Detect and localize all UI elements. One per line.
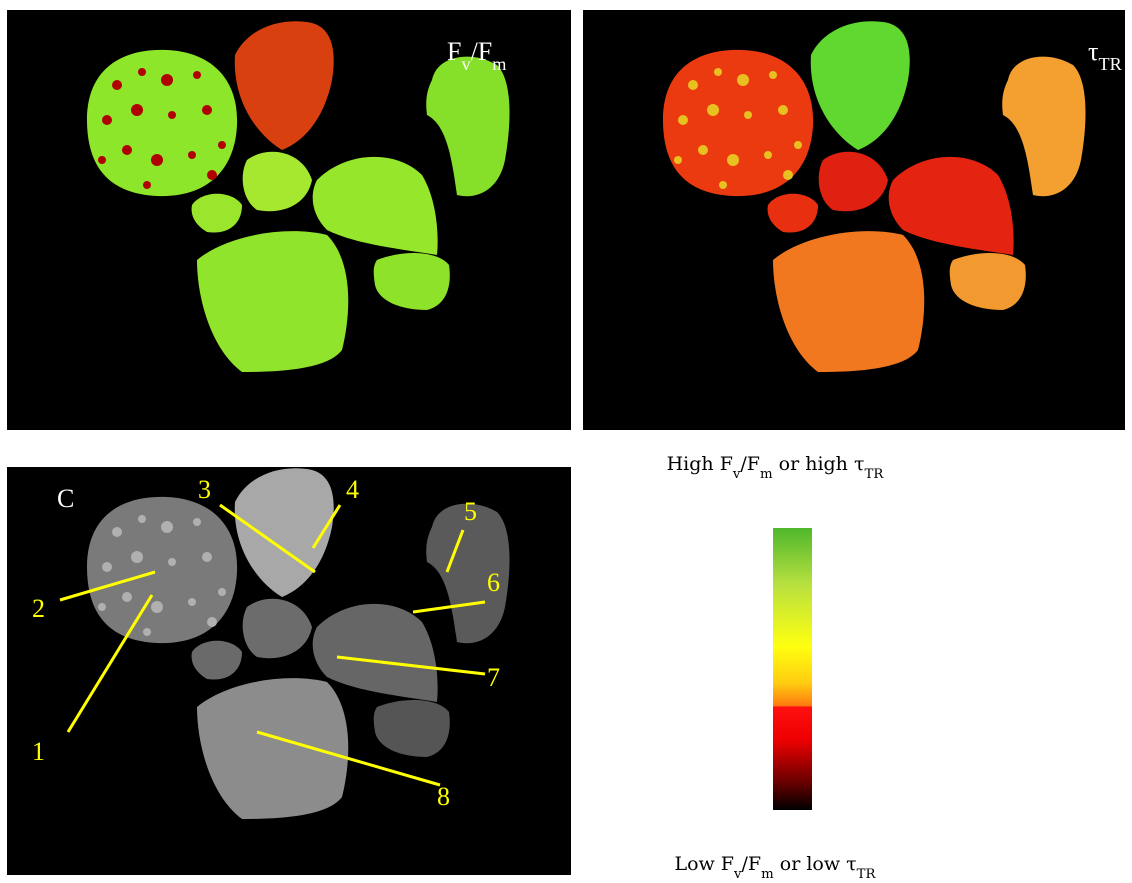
marker-number: 6 <box>487 568 500 597</box>
text-run: F <box>447 37 461 66</box>
subscript: TR <box>857 867 877 882</box>
panel-label: C <box>57 484 74 513</box>
subscript: m <box>760 467 773 482</box>
subscript: m <box>492 54 506 74</box>
panel-label: B <box>633 27 650 56</box>
marker-number: 8 <box>437 782 450 811</box>
marker-number: 5 <box>464 497 477 526</box>
panel-a: A Fv/Fm <box>7 10 571 430</box>
text-run: /F <box>742 853 762 875</box>
panel-b: B τTR <box>583 10 1125 430</box>
marker-number: 3 <box>198 475 211 504</box>
marker-number: 1 <box>32 737 45 766</box>
text-run: /F <box>471 37 493 66</box>
colorbar <box>773 528 812 810</box>
text-run: or high τ <box>773 453 865 475</box>
marker-number: 2 <box>32 594 45 623</box>
subscript: m <box>761 867 774 882</box>
panel-label: A <box>37 27 56 56</box>
colorbar-low-label: Low Fv/Fm or low τTR <box>674 853 876 882</box>
subscript: TR <box>1098 54 1122 74</box>
subscript: TR <box>864 467 884 482</box>
marker-number: 7 <box>487 663 500 692</box>
text-run: High F <box>667 453 733 475</box>
marker-number: 4 <box>346 475 359 504</box>
figure: A Fv/Fm B τTR C 1 2 3 4 <box>0 0 1132 883</box>
text-run: or low τ <box>774 853 857 875</box>
colorbar-high-label: High Fv/Fm or high τTR <box>667 453 885 482</box>
text-run: /F <box>740 453 760 475</box>
text-run: τ <box>1088 37 1098 66</box>
text-run: Low F <box>674 853 734 875</box>
